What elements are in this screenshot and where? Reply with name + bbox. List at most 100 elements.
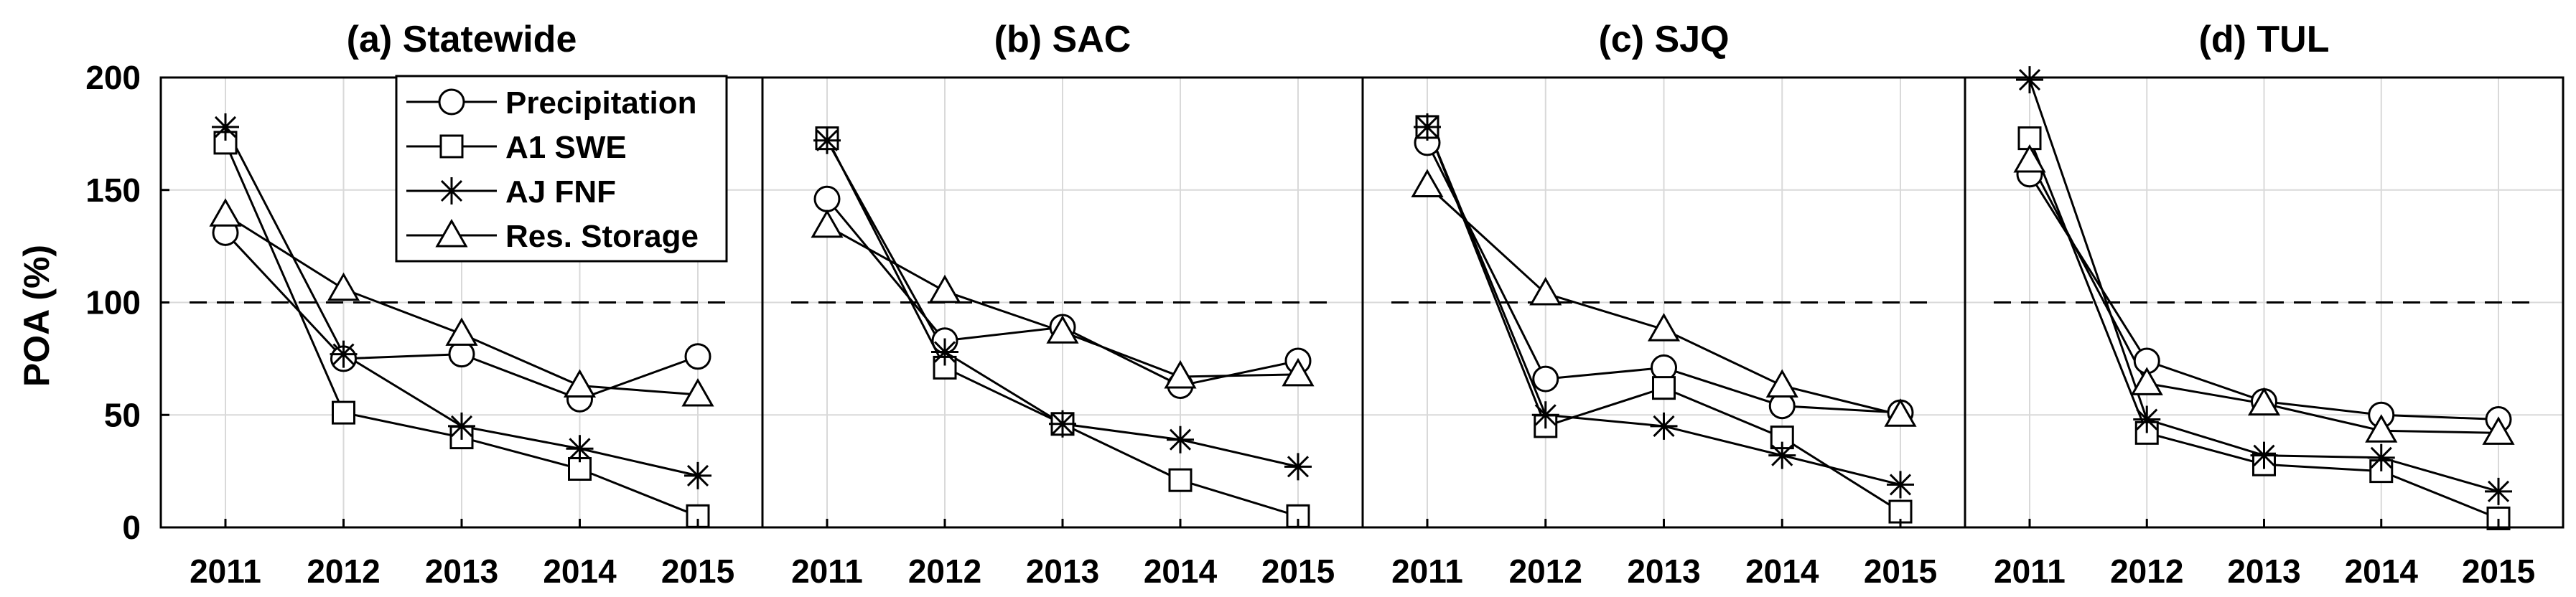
data-point-aj-fnf — [448, 412, 475, 440]
y-tick-label: 0 — [122, 509, 141, 546]
data-point-res-storage-shape — [2482, 416, 2515, 445]
panel-sac: 2011 2012 2013 2014 2015 (b) SAC — [761, 19, 1364, 590]
data-point-res-storage — [681, 378, 714, 407]
data-point-aj-fnf — [1284, 453, 1312, 481]
x-tick-label: 2014 — [1144, 553, 1218, 590]
data-point-res-storage — [1046, 315, 1079, 344]
data-point-aj-fnf-shape — [2250, 441, 2278, 469]
panel-title: (c) SJQ — [1598, 19, 1729, 60]
data-point-res-storage-shape — [2013, 144, 2046, 173]
panel-title: (a) Statewide — [347, 19, 577, 60]
y-tick-label: 50 — [104, 396, 141, 433]
legend-marker — [438, 88, 465, 116]
data-point-aj-fnf-shape — [684, 461, 711, 489]
data-point-res-storage-shape — [2130, 367, 2163, 395]
x-tick-label: 2012 — [908, 553, 981, 590]
data-point-res-storage — [1884, 398, 1917, 427]
x-tick-label: 2015 — [1261, 553, 1335, 590]
data-point-aj-fnf — [1167, 426, 1194, 453]
data-point-precipitation-shape — [684, 343, 711, 370]
data-point-aj-fnf — [566, 435, 594, 463]
x-tick-label: 2013 — [2227, 553, 2300, 590]
data-point-precipitation — [813, 185, 841, 212]
legend-label: Precipitation — [505, 85, 697, 121]
legend-item-res-storage: Res. Storage — [406, 218, 699, 254]
data-point-aj-fnf-shape — [1768, 441, 1796, 469]
x-tick-label: 2014 — [1745, 553, 1819, 590]
x-tick-label: 2011 — [791, 553, 863, 590]
x-tick-label: 2013 — [1627, 553, 1700, 590]
data-point-aj-fnf-shape — [1650, 412, 1678, 440]
data-point-res-storage — [2482, 416, 2515, 445]
panel-sjq: 2011 2012 2013 2014 2015 (c) SJQ — [1361, 19, 1966, 590]
data-point-a1-swe — [332, 400, 355, 425]
data-point-res-storage-shape — [681, 378, 714, 407]
data-point-res-storage — [928, 274, 961, 304]
data-point-aj-fnf — [330, 340, 358, 368]
data-point-aj-fnf — [2016, 66, 2043, 94]
x-tick-label: 2014 — [543, 553, 617, 590]
legend-item-precipitation: Precipitation — [406, 85, 697, 121]
data-point-aj-fnf-shape — [1284, 453, 1312, 481]
data-point-aj-fnf-shape — [448, 412, 475, 440]
data-point-aj-fnf — [212, 113, 239, 141]
data-point-res-storage-shape — [445, 317, 478, 346]
data-point-aj-fnf — [2485, 477, 2512, 505]
x-tick-label: 2015 — [2462, 553, 2535, 590]
panel-title: (b) SAC — [994, 19, 1131, 60]
y-axis-label: POA (%) — [17, 245, 57, 387]
data-point-aj-fnf — [813, 126, 841, 154]
data-point-res-storage — [1529, 276, 1562, 306]
data-point-aj-fnf-shape — [931, 338, 958, 366]
data-point-aj-fnf-shape — [2485, 477, 2512, 505]
data-point-a1-swe — [568, 456, 592, 481]
data-point-res-storage — [445, 317, 478, 346]
data-point-aj-fnf-shape — [813, 126, 841, 154]
data-point-res-storage-shape — [1765, 369, 1798, 398]
data-point-aj-fnf — [2250, 441, 2278, 469]
data-point-a1-swe-shape — [1652, 376, 1676, 400]
data-point-a1-swe-shape — [332, 400, 355, 425]
x-tick-label: 2012 — [307, 553, 380, 590]
data-point-res-storage-shape — [1411, 169, 1444, 197]
data-point-aj-fnf-shape — [330, 340, 358, 368]
data-point-a1-swe — [1652, 376, 1676, 400]
data-point-aj-fnf-shape — [1887, 471, 1914, 499]
data-point-res-storage-shape — [2247, 387, 2281, 416]
data-point-res-storage — [2130, 367, 2163, 395]
data-point-aj-fnf — [1650, 412, 1678, 440]
data-point-precipitation — [1532, 365, 1559, 392]
legend-marker-shape — [439, 134, 464, 159]
data-point-aj-fnf-shape — [1414, 113, 1441, 141]
data-point-aj-fnf — [1414, 113, 1441, 141]
y-tick-label: 100 — [85, 284, 141, 321]
legend-marker — [435, 218, 468, 248]
data-point-aj-fnf-shape — [212, 113, 239, 141]
data-point-aj-fnf — [2133, 405, 2161, 433]
data-point-a1-swe — [2486, 506, 2511, 530]
x-tick-label: 2015 — [661, 553, 734, 590]
data-point-res-storage — [2365, 414, 2398, 443]
legend-label: A1 SWE — [505, 130, 627, 165]
data-point-res-storage — [209, 198, 242, 227]
y-tick-label: 200 — [85, 59, 141, 96]
x-tick-label: 2015 — [1864, 553, 1937, 590]
data-point-aj-fnf-shape — [1049, 410, 1076, 438]
x-tick-label: 2013 — [425, 553, 498, 590]
data-point-res-storage-shape — [2365, 414, 2398, 443]
data-point-res-storage — [811, 209, 844, 238]
data-point-res-storage-shape — [1046, 315, 1079, 344]
data-point-aj-fnf-shape — [1531, 401, 1559, 429]
data-point-precipitation — [684, 343, 711, 370]
panel-statewide: 2011 2012 2013 2014 2015 (a) Statewide — [159, 19, 764, 590]
data-point-aj-fnf — [931, 338, 958, 366]
panel-tul: 2011 2012 2013 2014 2015 (d) TUL — [1964, 19, 2565, 590]
data-point-res-storage-shape — [209, 198, 242, 227]
data-point-precipitation-shape — [813, 185, 841, 212]
data-point-res-storage-shape — [1282, 357, 1315, 387]
legend-marker-shape — [438, 177, 465, 205]
data-point-precipitation-shape — [1532, 365, 1559, 392]
panel-title: (d) TUL — [2199, 19, 2330, 60]
x-tick-label: 2012 — [1509, 553, 1582, 590]
data-point-aj-fnf — [1531, 401, 1559, 429]
